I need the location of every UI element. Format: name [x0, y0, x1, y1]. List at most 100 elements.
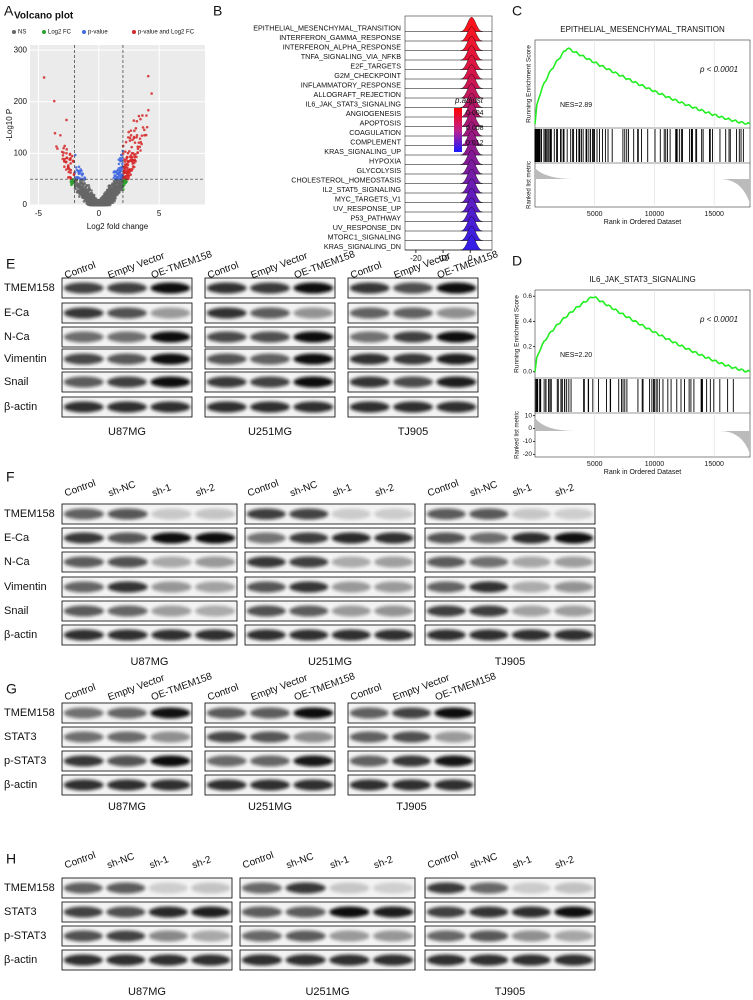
- volcano-point: [111, 196, 115, 200]
- band: [554, 556, 594, 568]
- legend-label: p-value: [88, 30, 108, 36]
- band: [285, 882, 326, 894]
- volcano-point: [139, 117, 142, 121]
- band: [434, 755, 474, 767]
- volcano-point: [135, 155, 138, 159]
- volcano-point: [121, 162, 124, 166]
- volcano-point: [61, 157, 65, 161]
- band: [107, 532, 148, 544]
- legend-tick-label: 0.008: [466, 125, 484, 132]
- band: [206, 331, 247, 343]
- band: [151, 532, 192, 544]
- band: [511, 508, 551, 520]
- volcano-point: [69, 162, 72, 165]
- volcano-point: [141, 126, 145, 129]
- band: [250, 401, 290, 413]
- band: [511, 556, 551, 568]
- colorbar: [454, 108, 462, 152]
- protein-label: Vimentin: [4, 581, 47, 593]
- x-axis-label: Rank in Ordered Dataset: [604, 219, 681, 226]
- band: [289, 605, 329, 617]
- lane-label: sh-NC: [289, 479, 319, 499]
- band: [285, 954, 326, 966]
- volcano-point: [82, 189, 86, 193]
- volcano-point: [114, 174, 117, 178]
- band: [148, 954, 188, 966]
- lane-label: sh-2: [194, 482, 216, 499]
- blot-box: [424, 901, 596, 923]
- band: [426, 508, 466, 520]
- x-tick-label: 0: [468, 254, 473, 263]
- pathway-label: GLYCOLYSIS: [357, 166, 402, 175]
- band: [469, 954, 509, 966]
- band: [331, 581, 371, 593]
- legend-dot: [132, 30, 136, 34]
- volcano-point: [66, 176, 70, 179]
- volcano-point: [143, 128, 146, 132]
- volcano-point: [89, 203, 93, 207]
- volcano-point: [126, 160, 130, 164]
- volcano-point: [110, 189, 113, 193]
- lane-label: Control: [63, 478, 97, 499]
- band: [206, 755, 247, 767]
- cell-line-label: U87MG: [131, 656, 169, 668]
- y-axis-label: Ranked list metric: [527, 161, 533, 209]
- protein-label: β-actin: [4, 779, 37, 791]
- y-tick-label: 10: [525, 412, 533, 419]
- band: [195, 581, 236, 593]
- pathway-label: UV_RESPONSE_DN: [333, 223, 401, 232]
- x-tick-label: -10: [437, 254, 449, 263]
- ridge: [460, 188, 483, 203]
- band: [63, 353, 104, 365]
- volcano-point: [121, 152, 125, 155]
- band: [511, 581, 551, 593]
- x-tick-label: 5000: [587, 461, 603, 468]
- legend-title: p.adjust: [454, 96, 484, 105]
- lane-label: sh-NC: [285, 851, 315, 871]
- volcano-point: [76, 184, 80, 188]
- band: [63, 779, 104, 791]
- blot-box: [424, 624, 596, 646]
- volcano-point: [123, 158, 126, 161]
- band: [393, 353, 433, 365]
- blot-box: [61, 949, 233, 971]
- volcano-point: [81, 192, 85, 195]
- band: [436, 376, 477, 388]
- volcano-point: [71, 177, 75, 181]
- volcano-point: [113, 194, 117, 198]
- volcano-point: [127, 174, 131, 178]
- volcano-point: [107, 189, 111, 193]
- y-tick-label: -20: [523, 451, 533, 458]
- volcano-point: [77, 172, 81, 176]
- band: [151, 629, 192, 641]
- ridge: [460, 83, 483, 99]
- lane-label: sh-1: [331, 482, 353, 499]
- cell-line-label: U251MG: [248, 801, 292, 813]
- lane-label: sh-NC: [469, 851, 499, 871]
- band: [206, 779, 247, 791]
- band: [289, 556, 329, 568]
- protein-label: E-Ca: [4, 532, 30, 544]
- blot-box: [244, 503, 416, 525]
- band: [331, 556, 371, 568]
- volcano-point: [147, 108, 150, 112]
- volcano-point: [126, 136, 130, 139]
- volcano-point: [82, 179, 85, 182]
- legend-label: p-value and Log2 FC: [138, 30, 195, 36]
- volcano-point: [138, 145, 142, 149]
- band: [63, 508, 104, 520]
- cell-line-label: TJ905: [495, 656, 526, 668]
- pathway-label: UV_RESPONSE_UP: [333, 204, 401, 213]
- band: [191, 882, 231, 894]
- volcano-point: [116, 180, 120, 183]
- band: [329, 930, 370, 942]
- band: [150, 779, 191, 791]
- volcano-point: [128, 139, 132, 142]
- volcano-point: [80, 172, 84, 176]
- blot-box: [424, 600, 596, 622]
- cell-line-label: U251MG: [248, 426, 292, 438]
- band: [374, 581, 414, 593]
- volcano-point: [114, 181, 118, 185]
- lane-label: sh-1: [511, 854, 533, 871]
